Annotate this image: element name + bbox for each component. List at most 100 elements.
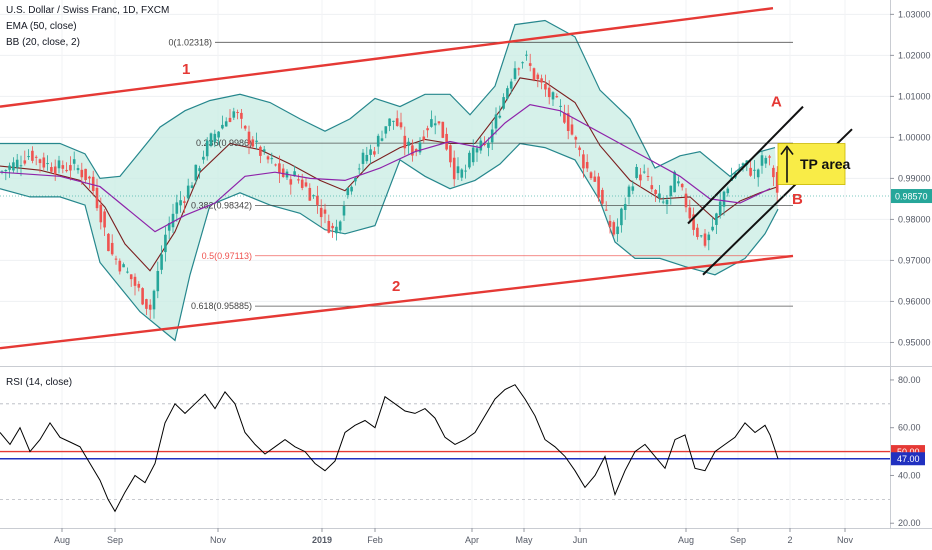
candle-body xyxy=(53,166,57,175)
candle-body xyxy=(566,113,570,131)
candle-body xyxy=(8,165,11,170)
candle-body xyxy=(642,171,646,173)
candle-body xyxy=(703,233,707,246)
candle-body xyxy=(304,182,308,187)
candle-body xyxy=(346,188,350,196)
candle-body xyxy=(460,169,464,178)
candle-body xyxy=(217,131,220,138)
last-price-tag xyxy=(891,189,932,204)
candle-body xyxy=(616,226,619,235)
bb-fill xyxy=(0,20,778,341)
candle-body xyxy=(753,169,756,171)
candle-body xyxy=(300,179,304,188)
candle-body xyxy=(669,185,673,197)
wedge-upper-line xyxy=(687,105,804,225)
candle-body xyxy=(601,189,604,204)
rsi-legend: RSI (14, close) xyxy=(6,377,73,388)
candle-body xyxy=(722,191,726,207)
candle-body xyxy=(357,168,361,170)
candle-body xyxy=(699,235,703,237)
candle-body xyxy=(547,87,551,98)
ema-line xyxy=(0,103,771,233)
channel-label-1: 1 xyxy=(182,61,190,78)
candle-body xyxy=(350,186,353,192)
price-axis-label: 1.01000 xyxy=(898,91,931,101)
candle-body xyxy=(536,74,540,80)
candle-body xyxy=(221,124,224,129)
candle-body xyxy=(186,185,190,199)
channel-label-2: 2 xyxy=(392,278,400,295)
candle-body xyxy=(639,174,642,181)
candle-body xyxy=(327,220,331,233)
candle-body xyxy=(266,156,270,160)
fib-label: 0.382(0.98342) xyxy=(191,200,252,210)
candle-body xyxy=(224,121,228,127)
candle-body xyxy=(91,176,95,192)
candle-body xyxy=(376,135,380,147)
candle-body xyxy=(582,154,585,169)
candle-body xyxy=(61,165,65,169)
time-axis-label: Sep xyxy=(730,535,746,545)
candle-body xyxy=(426,128,429,131)
candle-body xyxy=(517,68,521,70)
candle-body xyxy=(464,170,467,172)
price-axis-label: 0.95000 xyxy=(898,337,931,347)
candle-body xyxy=(407,141,410,146)
rsi-level-tag xyxy=(891,452,925,466)
candle-body xyxy=(171,213,175,228)
candle-body xyxy=(483,143,486,145)
time-axis-label: Sep xyxy=(107,535,123,545)
candle-body xyxy=(365,154,369,162)
candle-body xyxy=(658,193,661,199)
rsi-axis-label: 20.00 xyxy=(898,518,921,528)
candle-body xyxy=(403,135,407,149)
candle-body xyxy=(612,222,616,235)
candle-body xyxy=(236,112,239,114)
last-price-label: 0.98570 xyxy=(895,192,928,202)
candle-body xyxy=(498,115,502,118)
candle-body xyxy=(506,88,509,99)
candle-body xyxy=(15,159,19,168)
candle-body xyxy=(711,226,714,231)
candle-body xyxy=(487,143,490,148)
candle-body xyxy=(574,136,578,140)
bb-legend: BB (20, close, 2) xyxy=(6,37,80,48)
candle-body xyxy=(384,126,388,134)
candle-body xyxy=(167,223,171,231)
candle-body xyxy=(137,283,141,288)
candle-body xyxy=(475,148,479,153)
candle-body xyxy=(202,156,205,160)
time-axis-label: 2019 xyxy=(312,535,332,545)
candle-body xyxy=(274,164,277,166)
candle-body xyxy=(259,146,262,156)
fibonacci-levels: 0(1.02318) 0.236(0.9986) 0.382(0.98342) 0.5… xyxy=(168,37,793,311)
candle-body xyxy=(726,188,730,194)
candle-body xyxy=(650,185,654,190)
candle-body xyxy=(160,254,163,270)
candle-body xyxy=(31,150,34,161)
candle-body xyxy=(205,140,209,157)
candle-body xyxy=(46,163,49,165)
candle-body xyxy=(623,204,627,210)
candle-body xyxy=(684,193,688,208)
rsi-axis-label: 60.00 xyxy=(898,423,921,433)
price-axis-label: 1.03000 xyxy=(898,9,931,19)
time-axis-label: Feb xyxy=(367,535,383,545)
fib-label: 0.618(0.95885) xyxy=(191,301,252,311)
candle-body xyxy=(532,68,536,81)
drawings: 1 2 A B TP area xyxy=(0,7,853,350)
candle-body xyxy=(361,152,365,164)
candle-body xyxy=(525,54,528,56)
candle-body xyxy=(331,225,334,229)
candle-body xyxy=(433,123,437,126)
bb-lower-line xyxy=(0,142,779,342)
candle-body xyxy=(103,211,106,228)
candle-body xyxy=(308,187,312,201)
candle-body xyxy=(50,167,53,172)
candle-body xyxy=(673,171,676,193)
candle-body xyxy=(680,183,684,188)
candle-body xyxy=(12,162,15,171)
candlestick-series xyxy=(0,50,779,319)
candle-body xyxy=(665,199,669,205)
